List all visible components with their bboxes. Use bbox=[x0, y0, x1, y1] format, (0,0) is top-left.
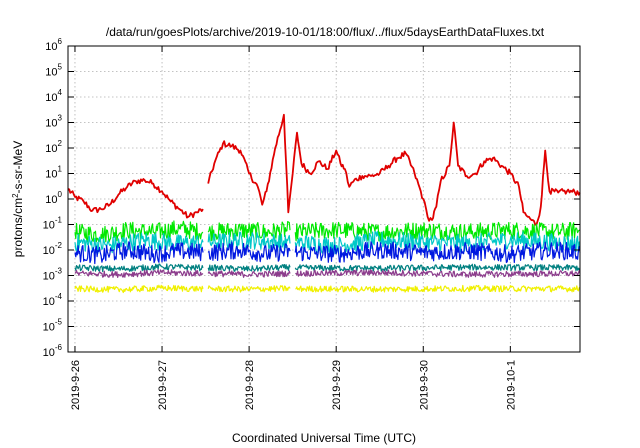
series-line-4 bbox=[74, 241, 581, 265]
data-series bbox=[67, 113, 581, 294]
y-tick-label: 101 bbox=[45, 165, 62, 181]
y-tick-label: 105 bbox=[45, 63, 62, 79]
x-tick-label: 2019-9-28 bbox=[244, 360, 256, 410]
y-tick-label: 100 bbox=[45, 190, 62, 206]
y-axis-ticks: 10-6 10-5 10-4 10-3 10-2 10-1 100 101 102 103 104 1… bbox=[43, 37, 580, 359]
x-tick-label: 2019-10-1 bbox=[505, 360, 517, 410]
y-tick-label: 106 bbox=[45, 37, 62, 53]
y-axis-label-suffix: -s-sr-MeV bbox=[11, 141, 25, 194]
x-tick-label: 2019-9-29 bbox=[331, 360, 343, 410]
series-line-5 bbox=[74, 263, 581, 273]
x-tick-label: 2019-9-26 bbox=[70, 360, 82, 410]
y-tick-label: 10-3 bbox=[43, 267, 63, 283]
y-tick-label: 10-5 bbox=[43, 318, 63, 334]
x-tick-label: 2019-9-30 bbox=[418, 360, 430, 410]
y-axis-label-exponent: 2 bbox=[11, 193, 20, 198]
y-tick-label: 104 bbox=[45, 88, 62, 104]
y-tick-label: 10-2 bbox=[43, 241, 63, 257]
chart-title: /data/run/goesPlots/archive/2019-10-01/1… bbox=[106, 25, 545, 39]
series-line-2 bbox=[74, 220, 580, 243]
x-tick-label: 2019-9-27 bbox=[157, 360, 169, 410]
series-line-6 bbox=[74, 269, 581, 278]
y-axis-label: protons/cm2-s-sr-MeV bbox=[11, 141, 25, 257]
y-tick-label: 102 bbox=[45, 139, 62, 155]
x-axis-ticks: 2019-9-26 2019-9-27 2019-9-28 2019-9-29 2019… bbox=[70, 46, 517, 410]
series-line-7 bbox=[74, 284, 581, 294]
y-tick-label: 10-4 bbox=[43, 292, 63, 308]
x-axis-label: Coordinated Universal Time (UTC) bbox=[232, 431, 416, 445]
y-axis-label-prefix: protons/cm bbox=[11, 198, 25, 257]
y-tick-label: 10-1 bbox=[43, 216, 63, 232]
grid-lines bbox=[68, 46, 580, 352]
y-tick-label: 10-6 bbox=[43, 343, 63, 359]
series-line-1 bbox=[67, 113, 581, 226]
y-tick-label: 103 bbox=[45, 114, 62, 130]
